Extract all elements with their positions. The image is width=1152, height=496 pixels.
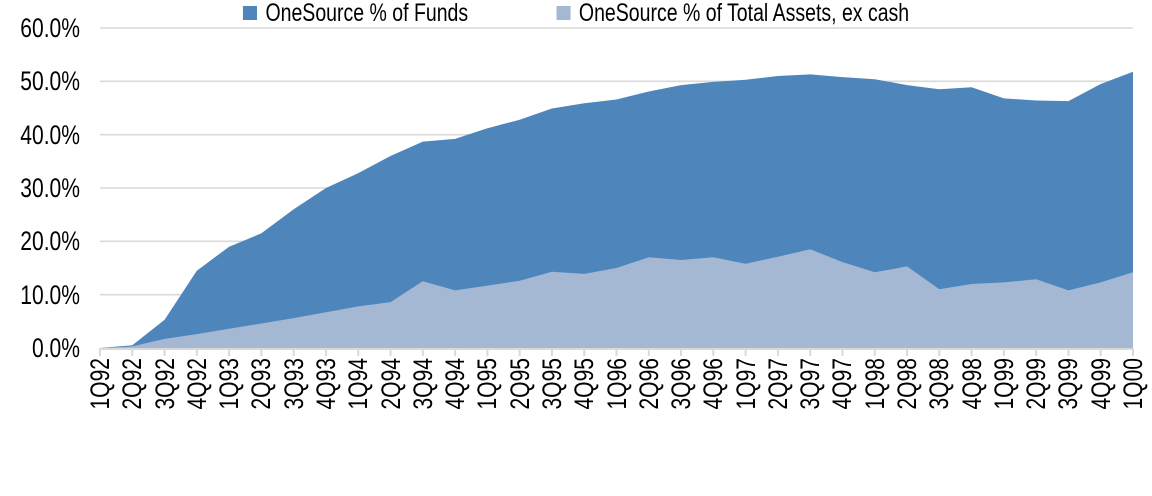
x-axis-label: 1Q00	[1118, 358, 1148, 410]
x-axis-label: 3Q94	[407, 358, 438, 410]
x-axis-label: 4Q92	[181, 358, 212, 410]
legend-swatch-total-assets	[556, 6, 571, 20]
x-axis-label: 1Q94	[343, 358, 374, 410]
x-axis-label: 4Q96	[698, 358, 729, 410]
chart-legend: OneSource % of Funds OneSource % of Tota…	[127, 0, 1026, 26]
legend-item-total-assets: OneSource % of Total Assets, ex cash	[556, 0, 909, 26]
x-axis-label: 1Q98	[859, 358, 890, 410]
x-axis-label: 4Q97	[827, 358, 858, 410]
legend-label-total-assets: OneSource % of Total Assets, ex cash	[578, 0, 910, 27]
x-axis-label: 3Q93	[278, 358, 309, 410]
x-axis-label: 2Q94	[375, 358, 406, 410]
x-axis-label: 2Q98	[892, 358, 923, 410]
y-axis-label: 0.0%	[31, 333, 80, 363]
x-axis-label: 4Q94	[440, 358, 471, 410]
x-axis-label: 4Q95	[569, 358, 600, 410]
x-axis-label: 3Q97	[795, 358, 826, 410]
y-axis-label: 10.0%	[20, 279, 81, 310]
x-axis-label: 2Q96	[633, 358, 664, 410]
x-axis-label: 3Q99	[1053, 358, 1084, 410]
x-axis-label: 2Q99	[1021, 358, 1052, 410]
legend-label-funds: OneSource % of Funds	[265, 0, 469, 27]
x-axis-label: 4Q99	[1085, 358, 1116, 410]
x-axis-label: 3Q92	[149, 358, 180, 410]
x-axis-label: 2Q93	[246, 358, 277, 410]
x-axis-label: 4Q93	[310, 358, 341, 410]
y-axis-label: 60.0%	[20, 13, 81, 43]
x-axis-label: 1Q99	[988, 358, 1019, 410]
area-total-assets	[100, 249, 1133, 348]
legend-item-funds: OneSource % of Funds	[242, 0, 469, 27]
x-axis-label: 1Q92	[85, 358, 115, 410]
y-axis-label: 40.0%	[20, 119, 81, 150]
x-axis-label: 2Q92	[117, 358, 148, 410]
x-axis-label: 3Q98	[924, 358, 955, 410]
x-axis-label: 4Q98	[956, 358, 987, 410]
x-axis-label: 1Q95	[472, 358, 503, 410]
y-axis-label: 30.0%	[20, 173, 81, 203]
x-axis-label: 1Q96	[601, 358, 632, 410]
area-chart	[99, 27, 1134, 356]
y-axis-label: 20.0%	[20, 226, 81, 257]
x-axis-label: 1Q97	[730, 358, 761, 410]
y-axis-label: 50.0%	[20, 66, 81, 97]
x-axis-label: 3Q96	[666, 358, 697, 410]
x-axis-label: 2Q95	[504, 358, 535, 410]
x-axis-label: 1Q93	[214, 358, 245, 410]
x-axis-label: 3Q95	[536, 358, 567, 410]
x-axis-label: 2Q97	[762, 358, 793, 410]
legend-swatch-funds	[242, 6, 257, 20]
